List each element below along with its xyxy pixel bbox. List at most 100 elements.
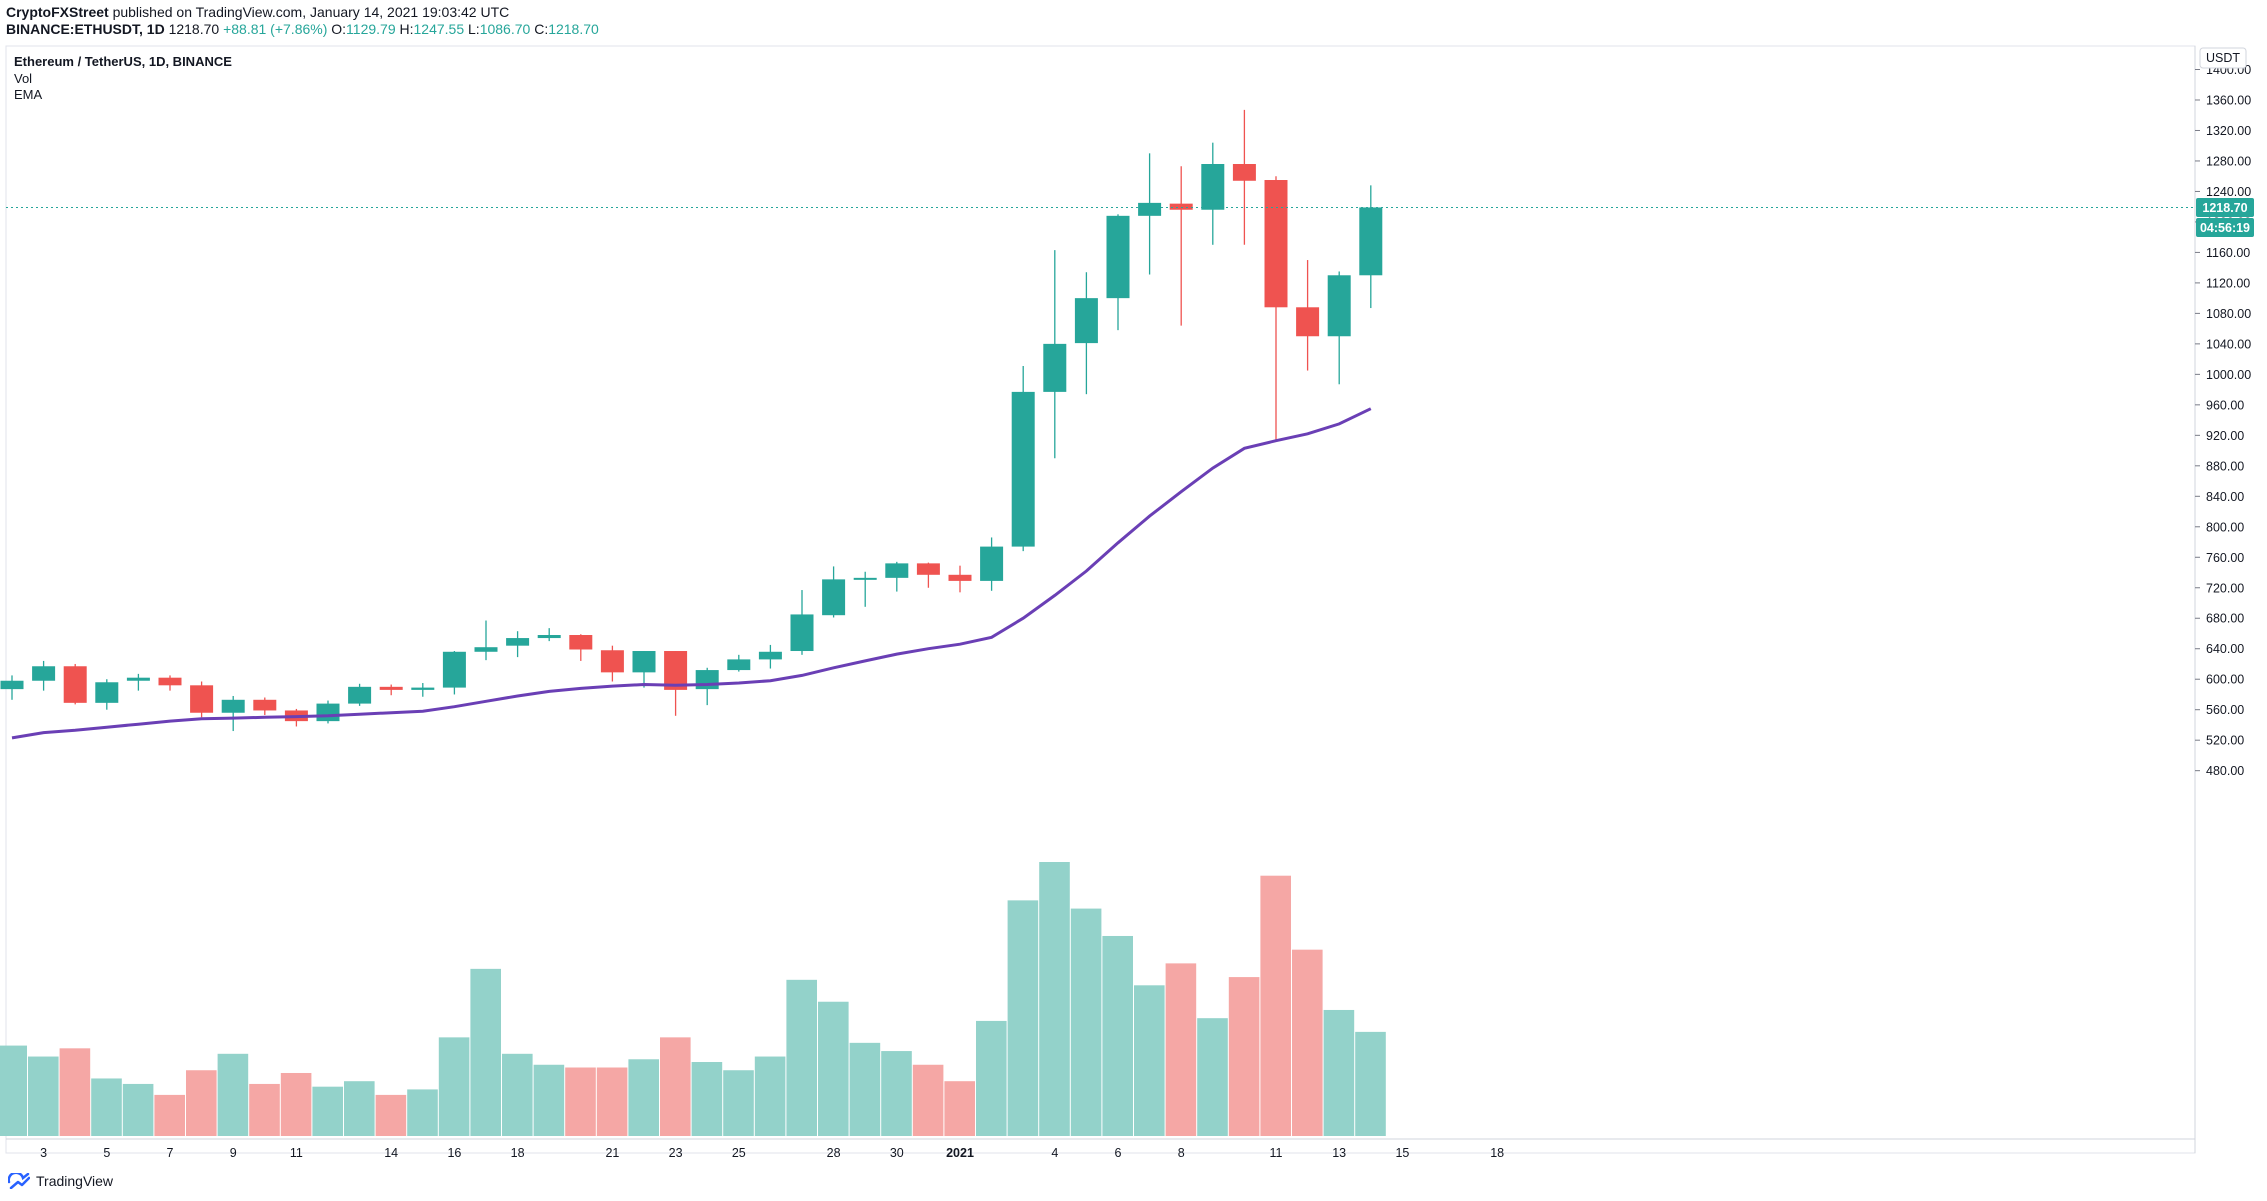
- volume-bar: [470, 968, 501, 1136]
- volume-bar: [533, 1064, 565, 1136]
- currency-badge[interactable]: USDT: [2199, 47, 2247, 69]
- volume-bar: [1292, 949, 1323, 1136]
- price-tick-label: 1000.00: [2206, 368, 2251, 382]
- volume-bar: [1323, 1009, 1355, 1136]
- volume-bar: [786, 979, 817, 1136]
- volume-bar: [565, 1067, 596, 1136]
- time-tick-label: 16: [447, 1146, 461, 1160]
- volume-bars: [0, 862, 1386, 1136]
- volume-bar: [249, 1083, 280, 1136]
- price-tick-label: 880.00: [2206, 459, 2244, 473]
- candle-body: [63, 666, 87, 703]
- volume-bar: [217, 1053, 249, 1136]
- publish-line: CryptoFXStreet published on TradingView.…: [6, 4, 509, 20]
- candle-body: [190, 685, 214, 713]
- price-axis[interactable]: 480.00 520.00 560.00 600.00 640.00 680.00 720.…: [2195, 63, 2251, 778]
- countdown-value: 04:56:19: [2200, 221, 2250, 235]
- price-tick-label: 1360.00: [2206, 93, 2251, 107]
- candle-body: [126, 677, 150, 681]
- price-tick-label: 1160.00: [2206, 246, 2250, 260]
- candle-body: [695, 670, 719, 690]
- candle-body: [1201, 164, 1225, 210]
- volume-bar: [1134, 985, 1165, 1136]
- time-axis[interactable]: 3 5 7 9 11 14 16 18 21 23 25 28 30 2021 4 6 8 11 13 15 18: [40, 1146, 1504, 1160]
- volume-bar: [944, 1081, 975, 1136]
- candle-body: [442, 651, 466, 688]
- volume-bar: [628, 1059, 659, 1136]
- candle-body: [1296, 307, 1320, 337]
- volume-bar: [691, 1062, 723, 1136]
- candle-body: [0, 680, 24, 690]
- price-tick-label: 520.00: [2206, 734, 2244, 748]
- price-tick-label: 480.00: [2206, 764, 2244, 778]
- candle-body: [316, 703, 340, 722]
- price-tick-label: 1080.00: [2206, 307, 2251, 321]
- candle-body: [885, 563, 909, 578]
- ema-line: [11, 407, 1372, 740]
- volume-bar: [122, 1083, 154, 1136]
- candle-body: [95, 682, 119, 703]
- tradingview-icon: [8, 1173, 30, 1189]
- time-tick-label: 25: [732, 1146, 746, 1160]
- price-tick-label: 560.00: [2206, 703, 2244, 717]
- volume-bar: [28, 1056, 59, 1136]
- symbol-label: BINANCE:ETHUSDT, 1D: [6, 21, 165, 37]
- price-change: +88.81 (+7.86%): [223, 21, 328, 37]
- time-tick-label: 23: [669, 1146, 683, 1160]
- volume-bar: [723, 1070, 754, 1136]
- candle-body: [158, 677, 182, 686]
- candle-body: [506, 638, 530, 646]
- high-value: 1247.55: [413, 21, 465, 37]
- legend-vol[interactable]: Vol: [14, 70, 33, 86]
- volume-bar: [818, 1001, 849, 1136]
- volume-bar: [596, 1067, 628, 1136]
- candle-body: [1232, 164, 1256, 181]
- candle-body: [1327, 275, 1351, 337]
- volume-bar: [1007, 900, 1039, 1136]
- time-tick-label: 5: [103, 1146, 110, 1160]
- time-tick-label: 15: [1395, 1146, 1409, 1160]
- price-tick-label: 760.00: [2206, 551, 2244, 565]
- low-label: L:: [468, 21, 480, 37]
- volume-bar: [344, 1081, 375, 1136]
- price-tick-label: 1240.00: [2206, 185, 2251, 199]
- volume-bar: [186, 1070, 217, 1136]
- low-value: 1086.70: [479, 21, 531, 37]
- time-tick-label: 18: [1490, 1146, 1504, 1160]
- currency-label: USDT: [2206, 51, 2240, 65]
- volume-bar: [375, 1094, 407, 1136]
- close-value: 1218.70: [548, 21, 599, 37]
- current-price-badge: 1218.70 04:56:19: [2196, 197, 2254, 237]
- time-tick-label: 28: [827, 1146, 841, 1160]
- volume-bar: [849, 1042, 881, 1136]
- time-tick-label: 6: [1115, 1146, 1122, 1160]
- candle-body: [1106, 215, 1130, 299]
- high-label: H:: [399, 21, 414, 37]
- candle-body: [1074, 298, 1098, 344]
- ohlc-line: BINANCE:ETHUSDT, 1D 1218.70 +88.81 (+7.8…: [6, 21, 599, 37]
- candle-body: [980, 546, 1004, 581]
- volume-bar: [1197, 1018, 1228, 1136]
- volume-bar: [59, 1048, 91, 1136]
- candle-body: [822, 579, 846, 616]
- candle-body: [758, 651, 782, 660]
- chart-legend: Ethereum / TetherUS, 1D, BINANCE Vol EMA: [14, 54, 232, 104]
- time-tick-label: 4: [1051, 1146, 1058, 1160]
- time-tick-label: 21: [605, 1146, 619, 1160]
- candle-body: [348, 686, 372, 704]
- published-text: published on TradingView.com, January 14…: [112, 4, 510, 20]
- price-tick-label: 920.00: [2206, 429, 2244, 443]
- close-label: C:: [534, 21, 549, 37]
- price-tick-label: 840.00: [2206, 490, 2244, 504]
- candle-body: [632, 651, 656, 673]
- candle-body: [474, 647, 498, 652]
- publisher-name[interactable]: CryptoFXStreet: [6, 4, 109, 20]
- legend-ema[interactable]: EMA: [14, 87, 43, 102]
- candle-body: [379, 686, 403, 690]
- time-tick-label: 9: [230, 1146, 237, 1160]
- price-tick-label: 960.00: [2206, 398, 2244, 412]
- open-value: 1129.79: [346, 21, 396, 37]
- volume-bar: [881, 1051, 912, 1136]
- tradingview-logo[interactable]: TradingView: [8, 1173, 113, 1189]
